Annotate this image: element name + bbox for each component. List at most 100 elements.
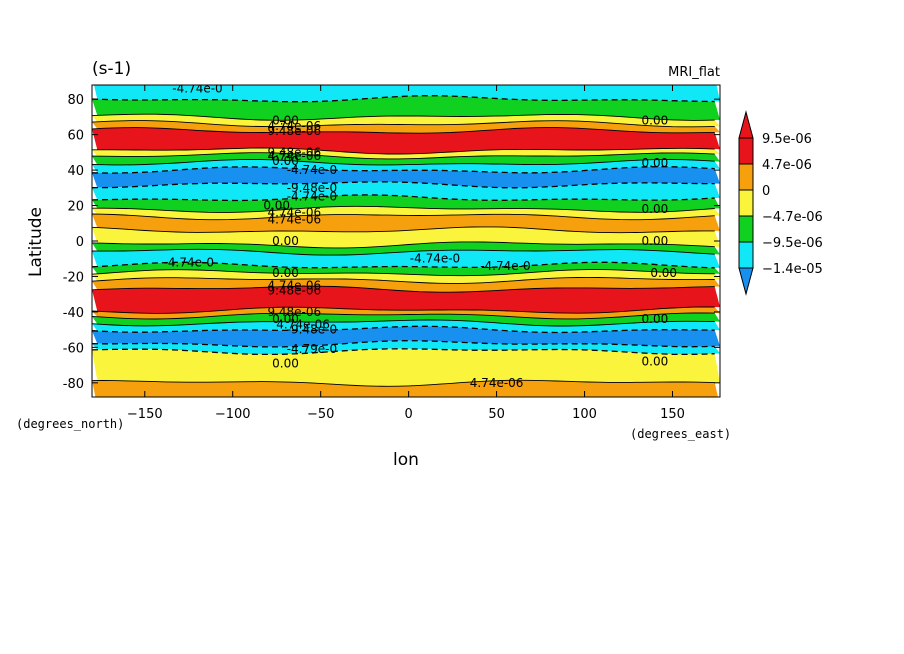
- contour-line: [92, 319, 715, 327]
- contour-line: [92, 269, 715, 277]
- contour-line: [92, 205, 715, 213]
- contour-value-label: 0.00: [272, 312, 299, 326]
- color-band: [92, 148, 720, 159]
- contour-line: [92, 285, 715, 293]
- contour-labels: -4.74e-00.004.74e-069.48e-060.009.48e-06…: [164, 82, 677, 390]
- color-band: [92, 114, 720, 127]
- contour-value-label: 9.48e-06: [267, 305, 321, 319]
- contour-value-label: -9.48e-0: [287, 181, 337, 195]
- contour-value-label: 0.00: [272, 234, 299, 248]
- colorbar-label: 4.7e-06: [762, 158, 812, 173]
- colorbar-label: −4.7e-06: [762, 210, 823, 225]
- y-axis-title: Latitude: [26, 207, 46, 277]
- contour-line: [92, 379, 715, 387]
- colorbar: 9.5e-06 4.7e-06 0 −4.7e-06 −9.5e-06 −1.4e-05: [738, 110, 823, 296]
- contour-line: [92, 348, 715, 356]
- x-tick-label: 50: [488, 407, 505, 422]
- contour-value-label: -9.48e-0: [287, 323, 337, 337]
- contour-line: [92, 226, 715, 234]
- color-bands: [92, 85, 720, 397]
- colorbar-segment: [738, 189, 754, 217]
- contour-value-label: 0.00: [642, 234, 669, 248]
- color-band: [92, 127, 720, 154]
- contour-value-label: -4.74e-0: [287, 163, 337, 177]
- color-band: [92, 241, 720, 256]
- contour-line: [92, 340, 715, 348]
- contour-value-label: 4.74e-06: [470, 376, 524, 390]
- y-tick-label: -60: [63, 341, 84, 356]
- contour-line: [92, 276, 715, 284]
- color-band: [92, 286, 720, 314]
- contour-value-label: -4.79e-0: [287, 342, 337, 356]
- y-tick-label: -20: [63, 270, 84, 285]
- contour-value-label: 9.48e-06: [267, 145, 321, 159]
- plot-area: -4.74e-00.004.74e-069.48e-060.009.48e-06…: [92, 82, 720, 397]
- contour-value-label: 0.00: [272, 266, 299, 280]
- contour-value-label: 0.00: [642, 355, 669, 369]
- contour-line: [92, 127, 715, 134]
- y-tick-label: 20: [67, 200, 84, 215]
- contour-value-label: 0.00: [642, 114, 669, 128]
- y-units-label: (degrees_north): [16, 417, 124, 431]
- color-band: [92, 348, 720, 387]
- color-band: [92, 326, 720, 347]
- color-band: [92, 159, 720, 174]
- y-tick-label: 0: [76, 235, 84, 250]
- colorbar-segment: [738, 163, 754, 191]
- colorbar-bottom-arrow: [738, 267, 754, 296]
- contour-value-label: -4.74e-0: [164, 255, 214, 269]
- contour-line: [92, 166, 715, 174]
- colorbar-label: 0: [762, 184, 770, 199]
- colorbar-label: −1.4e-05: [762, 262, 823, 277]
- contour-value-label: 4.74e-06: [267, 119, 321, 133]
- contour-value-label: 0.00: [272, 154, 299, 168]
- contour-line: [92, 181, 715, 189]
- x-units-label: (degrees_east): [630, 427, 731, 441]
- contour-value-label: 4.74e-06: [267, 206, 321, 220]
- contour-line: [92, 147, 715, 155]
- contour-value-label: 0.00: [642, 156, 669, 170]
- contour-value-label: 0.00: [650, 266, 677, 280]
- color-band: [92, 214, 720, 233]
- contour-line: [92, 241, 715, 249]
- color-band: [92, 277, 720, 293]
- color-band: [92, 262, 720, 276]
- color-band: [92, 313, 720, 326]
- contour-value-label: 4.74e-06: [267, 278, 321, 292]
- contour-line: [92, 120, 715, 128]
- y-tick-label: 80: [67, 93, 84, 108]
- colorbar-label: 9.5e-06: [762, 132, 812, 147]
- contour-line: [92, 261, 715, 269]
- contour-line: [92, 95, 715, 103]
- colorbar-label: −9.5e-06: [762, 236, 823, 251]
- contour-value-label: -4.74e-0: [172, 82, 222, 96]
- units-label: (s-1): [92, 59, 131, 79]
- x-tick-label: 100: [572, 407, 597, 422]
- contour-line: [92, 248, 715, 256]
- contour-line: [92, 159, 715, 166]
- contour-value-label: 0.00: [642, 202, 669, 216]
- contour-value-label: 0.00: [272, 356, 299, 370]
- y-axis: -80 -60 -40 -20 0 20 40 60 80: [63, 93, 720, 392]
- contour-value-label: 4.74e-06: [267, 213, 321, 227]
- contour-value-label: 4.74e-06: [267, 149, 321, 163]
- contour-line: [92, 306, 715, 314]
- x-axis: −150 −100 −50 0 50 100 150: [127, 85, 685, 422]
- x-tick-label: −100: [215, 407, 251, 422]
- contour-line: [92, 213, 715, 221]
- x-tick-label: 0: [404, 407, 412, 422]
- x-tick-label: −50: [307, 407, 334, 422]
- contour-value-label: -4.74e-0: [410, 252, 460, 266]
- x-tick-label: −150: [127, 407, 163, 422]
- y-tick-label: 60: [67, 129, 84, 144]
- contour-value-label: 0.00: [642, 312, 669, 326]
- contour-lines: [92, 95, 715, 387]
- colorbar-segment: [738, 137, 754, 165]
- contour-value-label: 4.74e-06: [276, 317, 330, 331]
- color-band: [92, 269, 720, 284]
- contour-value-label: -4.74e-0: [480, 259, 530, 273]
- colorbar-segment: [738, 241, 754, 269]
- color-band: [94, 85, 720, 102]
- contour-line: [92, 325, 715, 334]
